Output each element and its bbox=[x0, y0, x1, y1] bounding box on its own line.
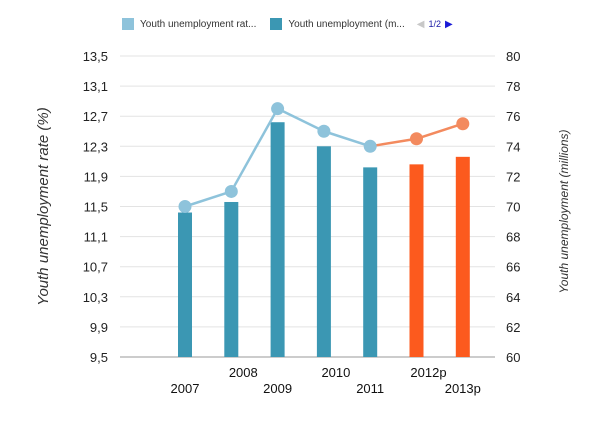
line-segment bbox=[230, 108, 279, 193]
y2-axis-title: Youth unemployment (millions) bbox=[557, 129, 571, 293]
x-tick-label: 2013p bbox=[445, 381, 481, 396]
line-point bbox=[178, 200, 192, 213]
x-tick-label: 2011 bbox=[356, 381, 384, 396]
legend-item-millions[interactable]: Youth unemployment (m... bbox=[270, 18, 405, 30]
x-tick-label: 2010 bbox=[321, 365, 350, 380]
legend-item-rate[interactable]: Youth unemployment rat... bbox=[122, 18, 256, 30]
legend-pager: ◀ 1/2 ▶ bbox=[417, 19, 453, 30]
x-tick-label: 2008 bbox=[229, 365, 258, 380]
triangle-right-icon[interactable]: ▶ bbox=[444, 18, 453, 30]
line-point bbox=[271, 102, 285, 116]
y-tick-label: 11,5 bbox=[84, 200, 108, 215]
y2-tick-label: 74 bbox=[506, 139, 520, 154]
y-tick-label: 9,9 bbox=[90, 320, 108, 335]
y2-tick-label: 60 bbox=[506, 350, 520, 365]
y-tick-label: 10,3 bbox=[83, 290, 108, 305]
x-tick-label: 2007 bbox=[171, 381, 200, 396]
bar bbox=[178, 212, 192, 357]
y2-tick-label: 62 bbox=[506, 320, 520, 335]
line-point bbox=[317, 124, 331, 138]
y2-tick-label: 76 bbox=[506, 109, 520, 124]
line-segment bbox=[184, 190, 232, 208]
bar bbox=[363, 167, 378, 357]
line-segment bbox=[369, 137, 417, 148]
y-tick-label: 12,3 bbox=[83, 139, 108, 154]
y2-tick-label: 64 bbox=[506, 290, 520, 305]
bar bbox=[316, 146, 331, 357]
triangle-left-icon[interactable]: ◀ bbox=[416, 18, 425, 30]
y2-tick-label: 72 bbox=[506, 169, 520, 184]
y-axis-title: Youth unemployment rate (%) bbox=[35, 107, 52, 305]
line-segment bbox=[416, 122, 464, 140]
y2-tick-label: 68 bbox=[506, 230, 520, 245]
legend-label-millions: Youth unemployment (m... bbox=[288, 18, 405, 30]
line-segment bbox=[323, 130, 371, 148]
bar bbox=[409, 164, 424, 357]
y2-tick-label: 78 bbox=[506, 79, 520, 94]
legend-label-rate: Youth unemployment rat... bbox=[140, 18, 257, 30]
legend: Youth unemployment rat... Youth unemploy… bbox=[122, 18, 453, 30]
y2-tick-label: 80 bbox=[506, 49, 520, 64]
legend-swatch-millions bbox=[270, 18, 283, 30]
y-tick-label: 12,7 bbox=[83, 109, 108, 124]
y-tick-label: 10,7 bbox=[83, 260, 108, 275]
bar bbox=[224, 201, 239, 357]
y2-tick-label: 70 bbox=[506, 200, 520, 215]
line-point bbox=[224, 184, 238, 198]
bar bbox=[455, 156, 470, 357]
line-point bbox=[456, 117, 470, 131]
line-segment bbox=[277, 107, 325, 133]
x-tick-label: 2009 bbox=[263, 381, 292, 396]
legend-swatch-rate bbox=[122, 18, 134, 30]
y-tick-label: 9,5 bbox=[90, 350, 108, 365]
y2-tick-label: 66 bbox=[506, 260, 520, 275]
y-tick-label: 11,1 bbox=[84, 230, 108, 245]
line-point bbox=[363, 139, 377, 153]
bar bbox=[270, 122, 285, 357]
y-tick-label: 13,1 bbox=[83, 79, 108, 94]
x-tick-label: 2012p bbox=[410, 365, 446, 380]
line-point bbox=[410, 132, 423, 146]
y-tick-label: 13,5 bbox=[83, 49, 108, 64]
y-tick-label: 11,9 bbox=[84, 169, 108, 184]
legend-page-indicator: 1/2 bbox=[428, 19, 441, 29]
